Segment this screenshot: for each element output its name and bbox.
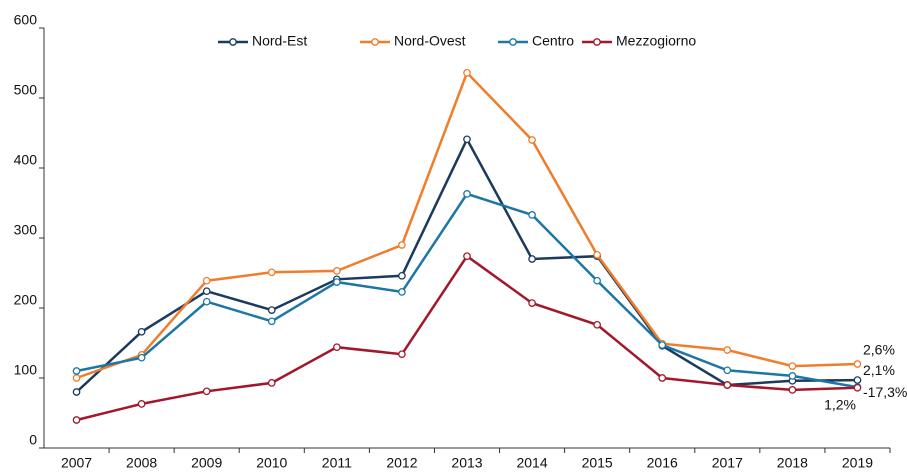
y-tick-label: 600 [14, 12, 38, 28]
end-label: 2,1% [863, 362, 895, 378]
data-point [267, 306, 276, 314]
data-point [528, 299, 536, 307]
legend-marker [371, 38, 379, 46]
data-point [398, 350, 406, 359]
data-point [398, 241, 406, 249]
x-tick-label: 2014 [516, 455, 547, 471]
y-tick-label: 400 [14, 152, 38, 168]
x-tick-label: 2007 [61, 455, 92, 471]
x-tick-label: 2019 [842, 455, 873, 471]
data-point [723, 381, 732, 389]
data-point [528, 211, 536, 219]
series-line [76, 70, 858, 380]
x-tick-label: 2010 [256, 455, 287, 471]
data-point [137, 353, 146, 362]
data-point [398, 288, 406, 296]
x-tick-label: 2011 [322, 455, 352, 471]
data-point [853, 383, 862, 392]
x-tick-label: 2017 [712, 455, 743, 471]
end-label: 2,6% [863, 342, 895, 358]
x-tick-label: 2016 [647, 455, 678, 471]
data-point [463, 68, 471, 77]
data-point [853, 360, 862, 368]
y-tick-label: 100 [14, 362, 38, 378]
data-point [202, 287, 211, 296]
legend-label: Nord-Ovest [394, 33, 466, 49]
data-point [202, 276, 211, 285]
x-tick-label: 2015 [582, 455, 613, 471]
end-label: -17,3% [863, 384, 907, 400]
data-point [332, 267, 341, 275]
legend-marker [593, 38, 601, 46]
x-tick-label: 2009 [191, 455, 222, 471]
legend-marker [509, 38, 517, 46]
data-point [463, 190, 471, 198]
data-point [658, 341, 667, 349]
data-point [398, 271, 406, 280]
data-point [593, 250, 602, 259]
legend-marker [229, 38, 237, 46]
data-point [463, 252, 471, 261]
data-point [72, 367, 81, 375]
legend-label: Nord-Est [252, 33, 307, 49]
data-point [202, 297, 211, 306]
y-tick-label: 0 [29, 432, 37, 448]
legend-label: Mezzogiorno [616, 33, 696, 49]
data-point [137, 327, 146, 336]
data-point [202, 387, 211, 396]
series-line [76, 254, 858, 422]
data-point [137, 400, 146, 408]
data-point [788, 362, 797, 370]
x-tick-label: 2018 [777, 455, 808, 471]
data-point [593, 276, 602, 285]
data-point [72, 374, 81, 382]
y-tick-label: 500 [14, 82, 38, 98]
series-line [76, 192, 858, 389]
x-tick-label: 2013 [451, 455, 482, 471]
data-point [72, 416, 81, 424]
data-point [332, 343, 341, 352]
legend-label: Centro [532, 33, 574, 49]
data-point [267, 317, 276, 326]
data-point [788, 372, 797, 380]
y-tick-label: 200 [14, 292, 38, 308]
data-point [267, 379, 276, 387]
data-point [267, 268, 276, 277]
data-point [853, 376, 862, 384]
x-tick-label: 2008 [126, 455, 157, 471]
data-point [463, 135, 471, 144]
data-point [72, 388, 81, 396]
y-tick-label: 300 [14, 222, 38, 238]
data-point [658, 374, 667, 382]
data-point [723, 346, 732, 354]
data-point [723, 366, 732, 375]
data-point [332, 278, 341, 286]
end-label: 1,2% [824, 397, 856, 413]
data-point [528, 136, 536, 144]
x-tick-label: 2012 [386, 455, 417, 471]
data-point [593, 320, 602, 329]
data-point [528, 255, 536, 263]
data-point [788, 386, 797, 394]
